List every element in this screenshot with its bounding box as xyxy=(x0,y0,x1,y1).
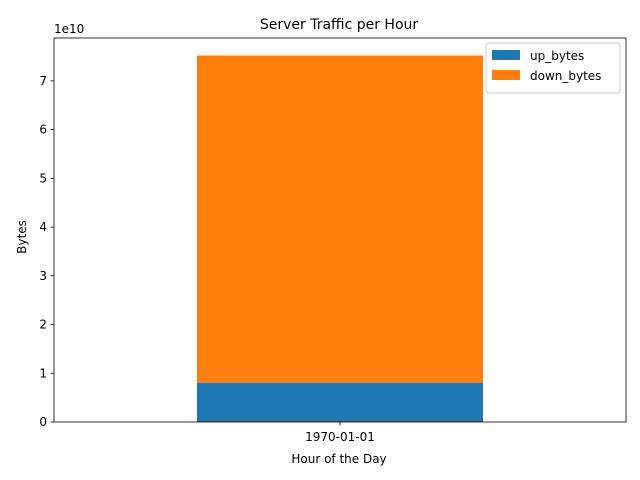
y-tick-label: 2 xyxy=(39,318,47,332)
x-tick-label: 1970-01-01 xyxy=(305,430,375,444)
x-axis-label: Hour of the Day xyxy=(291,452,386,466)
legend-label-up_bytes: up_bytes xyxy=(530,49,584,63)
y-offset-label: 1e10 xyxy=(54,22,84,36)
bar-down_bytes-0 xyxy=(197,55,483,384)
y-tick-label: 3 xyxy=(39,269,47,283)
legend: up_bytes down_bytes xyxy=(485,42,621,94)
legend-label-down_bytes: down_bytes xyxy=(530,69,601,83)
y-tick-label: 4 xyxy=(39,220,47,234)
bar-up_bytes-0 xyxy=(197,383,483,422)
y-tick-label: 0 xyxy=(39,415,47,429)
legend-swatch-down_bytes xyxy=(492,70,520,80)
y-axis-label: Bytes xyxy=(15,220,29,254)
legend-swatch-up_bytes xyxy=(492,50,520,60)
chart-title: Server Traffic per Hour xyxy=(260,17,419,33)
y-tick-label: 1 xyxy=(39,366,47,380)
y-tick-label: 5 xyxy=(39,171,47,185)
y-tick-label: 6 xyxy=(39,123,47,137)
y-tick-label: 7 xyxy=(39,74,47,88)
